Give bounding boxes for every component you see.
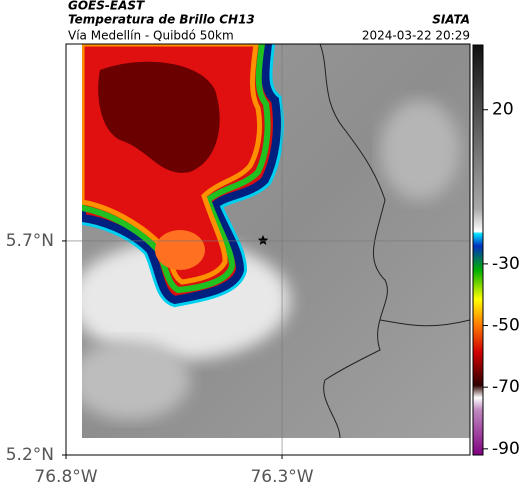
x-tick-label: 76.8°W (34, 467, 97, 487)
subtitle: Temperatura de Brillo CH13 (68, 13, 255, 27)
source: SIATA (432, 13, 470, 27)
colorbar-tick-label: -70 (492, 377, 520, 397)
timestamp: 2024-03-22 20:29 (362, 29, 470, 43)
title: GOES-EAST (68, 0, 145, 13)
region: Vía Medellín - Quibdó 50km (68, 29, 234, 43)
colorbar-tick-label: 20 (492, 100, 514, 120)
y-tick-label: 5.2°N (6, 445, 54, 465)
satellite-image (82, 44, 470, 438)
location-star (257, 235, 269, 245)
colorbar (472, 44, 484, 456)
x-tick-label: 76.3°W (250, 467, 313, 487)
colorbar-tick-label: -90 (492, 439, 520, 459)
y-tick-label: 5.7°N (6, 231, 54, 251)
map-frame (65, 43, 471, 456)
colorbar-tick-label: -50 (492, 316, 520, 336)
colorbar-tick-label: -30 (492, 254, 520, 274)
